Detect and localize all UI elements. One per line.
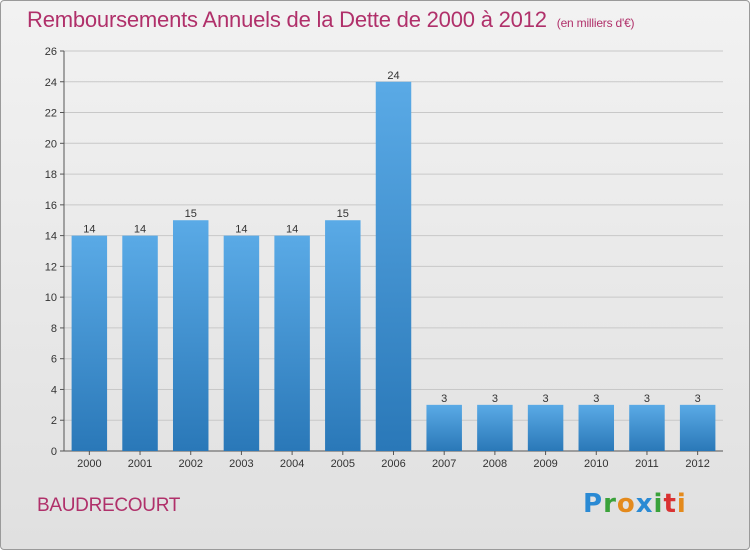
- bar: [477, 404, 513, 451]
- bar: [172, 220, 209, 451]
- logo-letter: i: [653, 489, 664, 519]
- y-tick-label: 2: [51, 415, 57, 427]
- y-tick-label: 20: [45, 138, 57, 150]
- bar-value-label: 3: [492, 393, 498, 405]
- chart-title-text: Remboursements Annuels de la Dette de 20…: [27, 7, 547, 32]
- x-tick-label: 2001: [128, 458, 152, 470]
- y-tick-label: 12: [45, 261, 57, 273]
- x-tick-label: 2012: [685, 458, 709, 470]
- bar-value-label: 3: [593, 393, 599, 405]
- y-tick-label: 16: [45, 200, 57, 212]
- y-tick-label: 24: [45, 77, 57, 89]
- y-tick-label: 4: [51, 384, 57, 396]
- logo-letter: P: [583, 489, 604, 519]
- y-tick-label: 26: [45, 46, 57, 58]
- bar: [578, 404, 615, 451]
- bar-value-label: 3: [695, 393, 701, 405]
- proxiti-logo: Proxiti: [583, 489, 687, 519]
- y-tick-label: 22: [45, 108, 57, 120]
- y-tick-label: 0: [51, 446, 57, 458]
- bar: [223, 235, 260, 451]
- bar-value-label: 15: [185, 208, 197, 220]
- commune-name: BAUDRECOURT: [37, 495, 181, 516]
- bar: [629, 404, 665, 451]
- logo-letter: i: [676, 489, 687, 519]
- bar: [274, 235, 310, 451]
- bar: [325, 220, 361, 451]
- logo-letter: r: [603, 489, 617, 519]
- bar-value-label: 14: [83, 224, 95, 236]
- y-tick-label: 8: [51, 323, 57, 335]
- x-tick-label: 2007: [432, 458, 456, 470]
- bar: [375, 81, 412, 452]
- y-tick-label: 14: [45, 231, 57, 243]
- logo-letter: o: [616, 489, 636, 519]
- logo-letter: x: [635, 489, 654, 519]
- bar: [122, 235, 158, 451]
- x-tick-label: 2000: [77, 458, 101, 470]
- y-tick-label: 6: [51, 354, 57, 366]
- bar: [679, 404, 716, 451]
- bar: [527, 404, 564, 451]
- bar: [426, 404, 462, 451]
- x-tick-label: 2006: [381, 458, 405, 470]
- chart-title: Remboursements Annuels de la Dette de 20…: [27, 7, 635, 33]
- bar-value-label: 3: [543, 393, 549, 405]
- bar-value-label: 14: [235, 224, 247, 236]
- bar-value-label: 15: [337, 208, 349, 220]
- x-tick-label: 2009: [533, 458, 557, 470]
- logo-letter: t: [663, 489, 677, 519]
- x-tick-label: 2004: [280, 458, 304, 470]
- bar-value-label: 3: [644, 393, 650, 405]
- bar: [71, 235, 108, 451]
- y-tick-label: 18: [45, 169, 57, 181]
- x-tick-label: 2008: [483, 458, 507, 470]
- x-tick-label: 2003: [229, 458, 253, 470]
- bar-value-label: 3: [441, 393, 447, 405]
- bar-value-label: 24: [387, 70, 399, 82]
- chart-subtitle: (en milliers d'€): [556, 16, 635, 30]
- y-tick-label: 10: [45, 292, 57, 304]
- bar-value-label: 14: [286, 224, 298, 236]
- x-tick-label: 2002: [178, 458, 202, 470]
- x-tick-label: 2010: [584, 458, 608, 470]
- x-tick-label: 2005: [331, 458, 355, 470]
- x-tick-label: 2011: [635, 458, 659, 470]
- bar-value-label: 14: [134, 224, 146, 236]
